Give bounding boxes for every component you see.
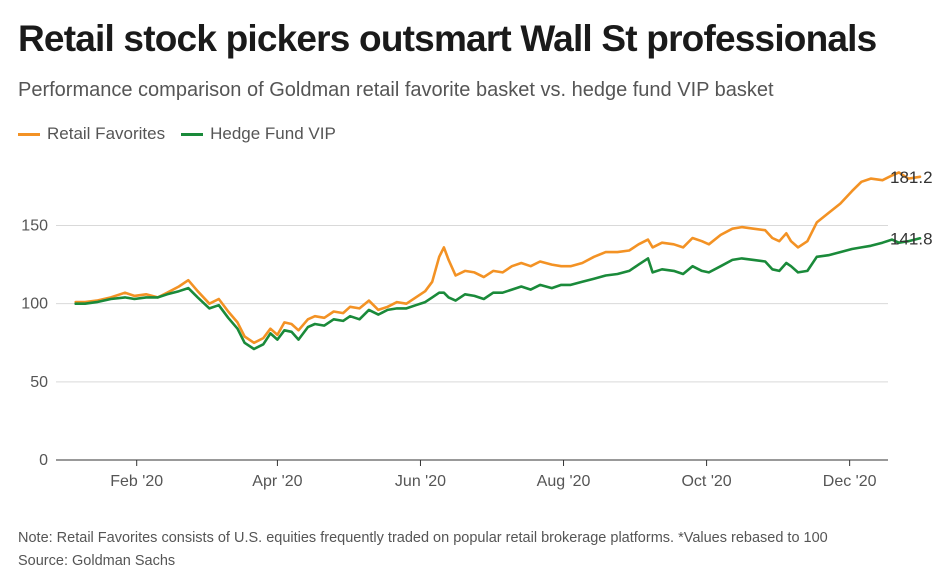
x-tick-label: Dec '20: [823, 473, 877, 490]
legend-swatch-retail: [18, 132, 40, 136]
end-value-label-hedge: 141.8: [890, 229, 933, 248]
x-tick-label: Jun '20: [395, 473, 446, 490]
legend-item-hedge: Hedge Fund VIP: [181, 124, 336, 144]
x-tick-label: Oct '20: [681, 473, 731, 490]
chart-source: Source: Goldman Sachs: [18, 553, 176, 569]
legend-label-hedge: Hedge Fund VIP: [210, 124, 336, 143]
y-tick-label: 0: [39, 452, 48, 469]
series-line-hedge: [74, 237, 922, 351]
legend-item-retail: Retail Favorites: [18, 124, 165, 144]
x-tick-label: Feb '20: [110, 473, 163, 490]
legend-swatch-hedge: [181, 132, 204, 136]
y-tick-label: 50: [30, 374, 48, 391]
y-tick-label: 100: [21, 296, 48, 313]
chart-subtitle: Performance comparison of Goldman retail…: [18, 79, 774, 101]
y-tick-label: 150: [21, 218, 48, 235]
line-chart: 0 50 100 150 Feb '20 Apr '20 Jun '20 Aug '20 Oct…: [21, 168, 933, 490]
end-value-label-retail: 181.2: [890, 168, 933, 187]
series-line-retail: [74, 171, 922, 345]
chart-note: Note: Retail Favorites consists of U.S. …: [18, 530, 828, 546]
chart-legend: Retail Favorites Hedge Fund VIP: [18, 124, 352, 144]
x-tick-label: Apr '20: [252, 473, 302, 490]
legend-label-retail: Retail Favorites: [47, 124, 166, 143]
x-tick-label: Aug '20: [537, 473, 591, 490]
chart-title: Retail stock pickers outsmart Wall St pr…: [18, 18, 877, 59]
